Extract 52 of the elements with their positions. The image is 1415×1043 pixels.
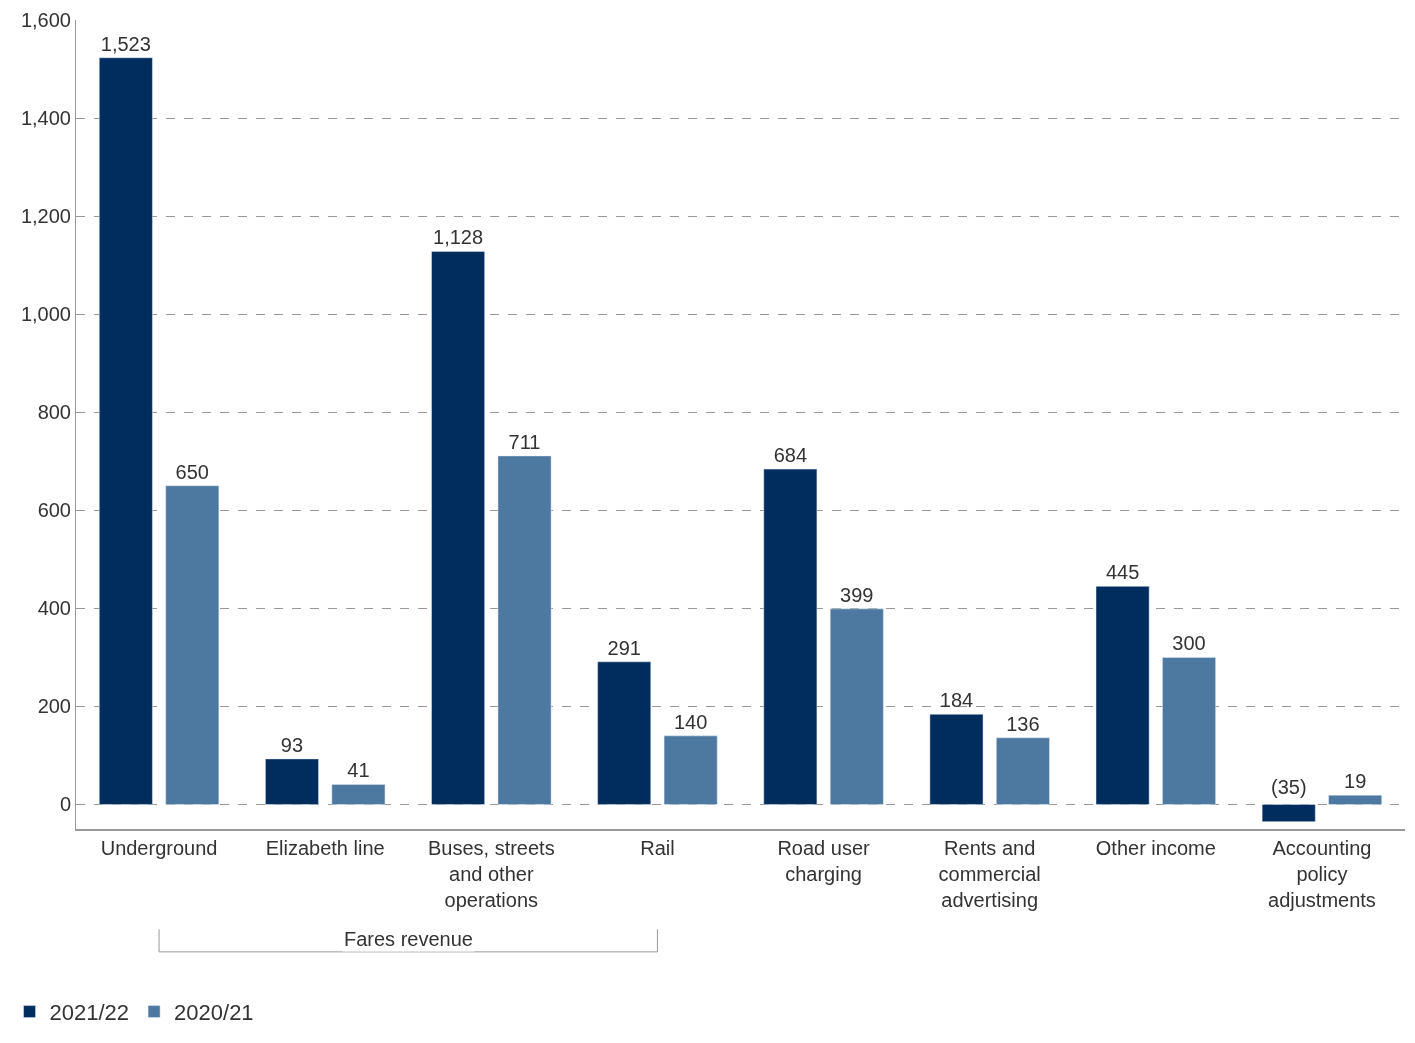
data-label: 445 [1105, 561, 1140, 584]
y-tick-label: 200 [37, 695, 71, 718]
bar [597, 661, 652, 805]
x-tick-label: Road user charging [777, 837, 871, 885]
bar [996, 737, 1050, 805]
data-label: 19 [1344, 770, 1367, 793]
x-tick-label: Accounting policy adjustments [1268, 837, 1376, 911]
bar [165, 485, 220, 805]
data-label: 399 [840, 583, 874, 606]
x-tick-label: Rail [640, 837, 675, 859]
bar [929, 714, 984, 805]
bar [331, 784, 386, 805]
data-label: 684 [773, 444, 808, 467]
y-tick-label: 800 [37, 401, 71, 424]
data-label: (35) [1271, 776, 1307, 798]
x-tick-label: Other income [1095, 837, 1216, 859]
x-tick-label: Rents and commercial advertising [938, 837, 1041, 911]
legend-label: 2020/21 [174, 1000, 254, 1026]
bar [431, 251, 485, 805]
text: Fares revenue [344, 928, 473, 950]
data-label: 41 [347, 759, 370, 782]
x-tick-label: Underground [100, 837, 218, 859]
data-label: 1,128 [433, 226, 484, 249]
y-tick-label: 1,200 [20, 205, 71, 228]
legend-label: 2021/22 [49, 1000, 130, 1026]
y-tick-label: 1,400 [20, 107, 71, 130]
data-label: 300 [1172, 632, 1206, 655]
bar [663, 735, 718, 805]
bar [99, 57, 153, 805]
data-label: 711 [508, 430, 541, 453]
data-label: 291 [607, 636, 641, 659]
y-tick-label: 1,600 [20, 9, 71, 31]
y-tick-label: 0 [59, 793, 71, 816]
data-label: 1,523 [100, 32, 151, 55]
bar [1261, 804, 1316, 822]
data-label: 650 [175, 460, 209, 483]
y-tick-label: 1,000 [20, 303, 71, 326]
bar [1162, 657, 1216, 805]
bar [497, 455, 552, 805]
data-label: 93 [280, 733, 304, 756]
x-tick-label: Buses, streets and other operations [427, 837, 555, 911]
x-tick-label: Elizabeth line [265, 837, 385, 859]
data-label: 140 [673, 710, 708, 733]
bar [265, 758, 319, 805]
bar [829, 608, 884, 805]
bar [1095, 586, 1150, 805]
data-label: 184 [939, 689, 974, 712]
y-tick-label: 400 [37, 597, 71, 620]
y-tick-label: 600 [37, 499, 71, 522]
bar [763, 468, 818, 805]
data-label: 136 [1006, 712, 1040, 735]
bar [1328, 794, 1382, 805]
